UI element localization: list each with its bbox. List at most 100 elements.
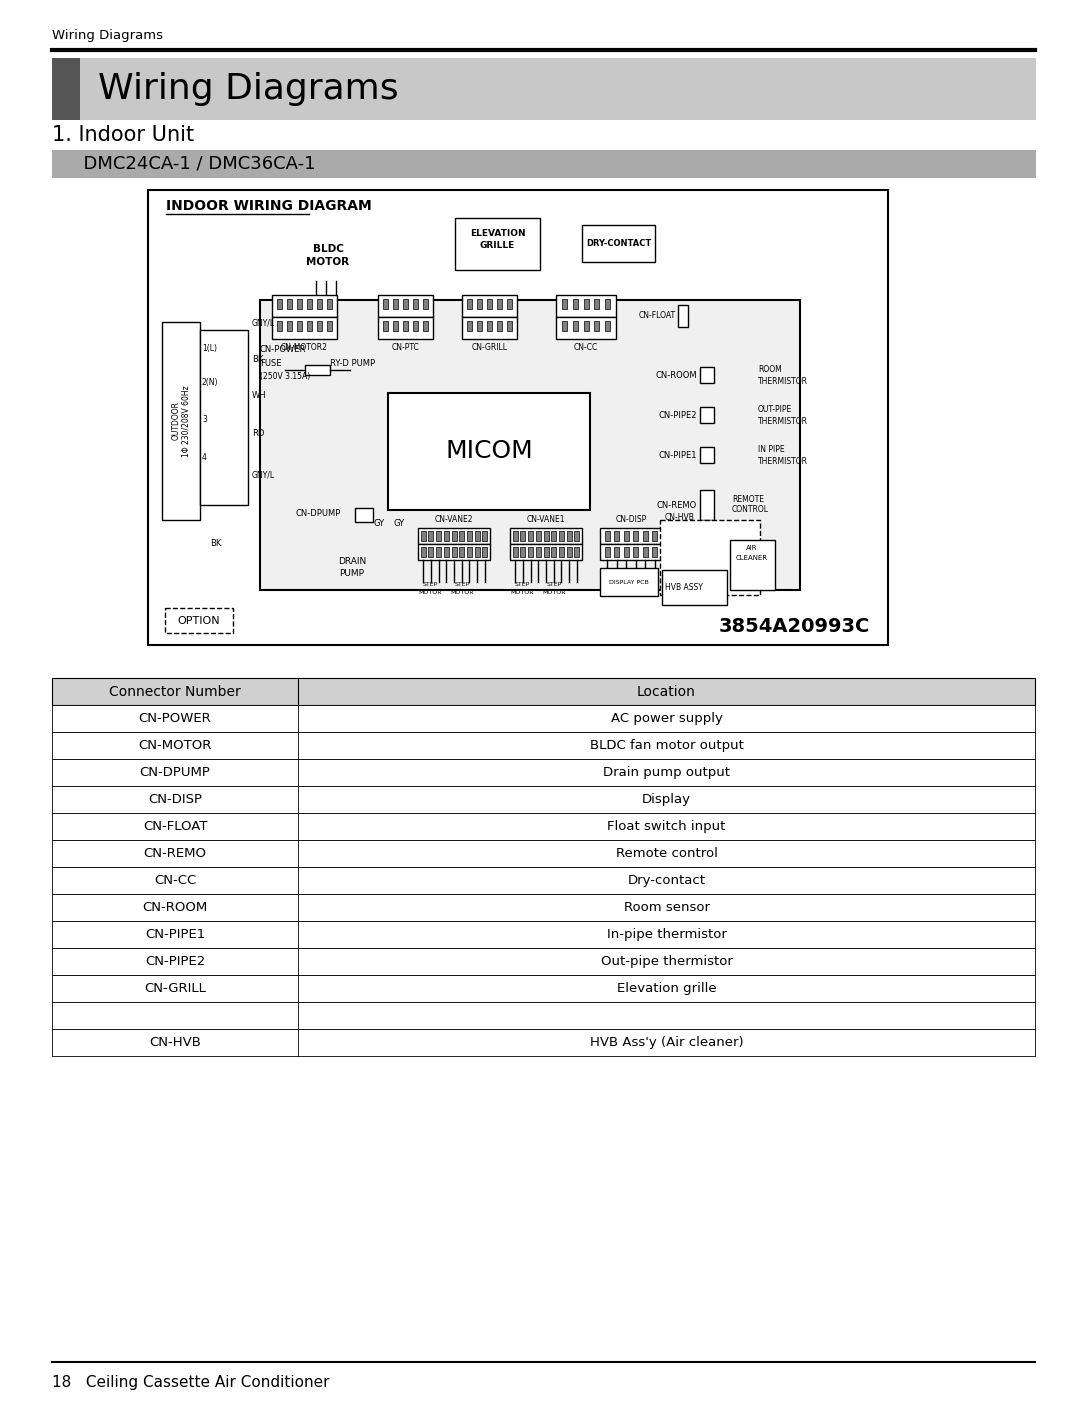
Ellipse shape	[723, 495, 726, 497]
Bar	[421, 531, 426, 541]
Text: ROOM: ROOM	[758, 365, 782, 375]
Bar	[562, 320, 567, 332]
Text: CONTROL: CONTROL	[732, 506, 769, 514]
Text: THERMISTOR: THERMISTOR	[758, 457, 808, 465]
Text: DMC24CA-1 / DMC36CA-1: DMC24CA-1 / DMC36CA-1	[72, 155, 315, 173]
Text: CN-DISP: CN-DISP	[616, 516, 647, 524]
Bar	[162, 322, 200, 520]
Text: 1(L): 1(L)	[202, 343, 217, 353]
Bar	[582, 225, 654, 261]
Text: Wiring Diagrams: Wiring Diagrams	[98, 72, 399, 105]
Bar	[52, 840, 1035, 867]
Bar	[52, 1002, 1035, 1028]
Text: AIR: AIR	[746, 545, 758, 551]
Bar	[594, 299, 599, 309]
Bar	[487, 299, 492, 309]
Bar	[605, 547, 609, 556]
Text: CN-FLOAT: CN-FLOAT	[143, 821, 207, 833]
Text: Connector Number: Connector Number	[109, 684, 241, 698]
Bar	[52, 813, 1035, 840]
Bar	[378, 295, 433, 318]
Ellipse shape	[680, 531, 688, 540]
Bar	[700, 490, 714, 520]
Text: BK: BK	[252, 355, 264, 364]
Bar	[444, 547, 449, 556]
Ellipse shape	[327, 545, 377, 587]
Bar	[52, 867, 1035, 894]
Bar	[287, 320, 292, 332]
Text: STEP: STEP	[546, 582, 562, 586]
Text: CN-MOTOR: CN-MOTOR	[138, 739, 212, 752]
Text: CN-MOTOR2: CN-MOTOR2	[281, 343, 328, 351]
Text: THERMISTOR: THERMISTOR	[758, 416, 808, 426]
Bar	[510, 528, 582, 544]
Bar	[272, 295, 337, 318]
Bar	[383, 320, 388, 332]
Ellipse shape	[692, 531, 700, 540]
Text: In-pipe thermistor: In-pipe thermistor	[607, 927, 727, 941]
Bar	[600, 544, 662, 561]
Bar	[624, 547, 629, 556]
Bar	[536, 547, 541, 556]
Bar	[462, 318, 517, 339]
Bar	[572, 299, 578, 309]
Bar	[600, 528, 662, 544]
Bar	[700, 367, 714, 384]
Bar	[52, 922, 1035, 948]
Bar	[474, 547, 480, 556]
Text: WH: WH	[252, 391, 267, 399]
Text: IN PIPE: IN PIPE	[758, 445, 785, 454]
Text: 2(N): 2(N)	[202, 378, 218, 388]
Bar	[276, 299, 282, 309]
Bar	[467, 299, 472, 309]
Bar	[378, 318, 433, 339]
Text: GRILLE: GRILLE	[480, 242, 515, 250]
Bar	[521, 531, 525, 541]
Text: CN-GRILL: CN-GRILL	[144, 982, 206, 995]
Bar	[497, 299, 502, 309]
Bar	[307, 299, 312, 309]
Bar	[327, 320, 332, 332]
Bar	[421, 547, 426, 556]
Bar	[700, 407, 714, 423]
Bar	[52, 975, 1035, 1002]
Text: OUTDOOR
1Φ 230/208V 60Hz: OUTDOOR 1Φ 230/208V 60Hz	[172, 385, 191, 457]
Bar	[52, 679, 1035, 705]
Bar	[559, 531, 564, 541]
Ellipse shape	[680, 552, 688, 559]
Bar	[652, 531, 658, 541]
Bar	[507, 320, 512, 332]
Bar	[477, 299, 482, 309]
Ellipse shape	[744, 370, 752, 381]
Bar	[52, 894, 1035, 922]
Bar	[318, 320, 322, 332]
Bar	[477, 320, 482, 332]
Text: THERMISTOR: THERMISTOR	[758, 377, 808, 385]
Bar	[730, 540, 775, 590]
Text: PUMP: PUMP	[339, 569, 365, 577]
Bar	[700, 447, 714, 464]
Text: 18   Ceiling Cassette Air Conditioner: 18 Ceiling Cassette Air Conditioner	[52, 1374, 329, 1390]
Ellipse shape	[737, 450, 743, 461]
Text: 1. Indoor Unit: 1. Indoor Unit	[52, 125, 194, 145]
Text: INDOOR WIRING DIAGRAM: INDOOR WIRING DIAGRAM	[166, 200, 372, 214]
Ellipse shape	[720, 370, 728, 381]
Text: CN-HVB: CN-HVB	[149, 1035, 201, 1050]
Bar	[423, 299, 428, 309]
Ellipse shape	[716, 495, 720, 497]
Text: GNY/L: GNY/L	[252, 319, 275, 327]
Text: Wiring Diagrams: Wiring Diagrams	[52, 28, 163, 42]
Text: GY: GY	[393, 518, 404, 527]
Bar	[462, 295, 517, 318]
Text: DISPLAY PCB: DISPLAY PCB	[609, 579, 649, 584]
Text: Location: Location	[637, 684, 696, 698]
Text: CN-PIPE2: CN-PIPE2	[145, 955, 205, 968]
Ellipse shape	[716, 502, 720, 504]
Bar	[52, 58, 80, 119]
Bar	[543, 531, 549, 541]
Bar	[594, 320, 599, 332]
Bar	[297, 320, 302, 332]
Text: ELEVATION: ELEVATION	[470, 229, 525, 239]
Ellipse shape	[744, 450, 752, 461]
Bar	[543, 547, 549, 556]
